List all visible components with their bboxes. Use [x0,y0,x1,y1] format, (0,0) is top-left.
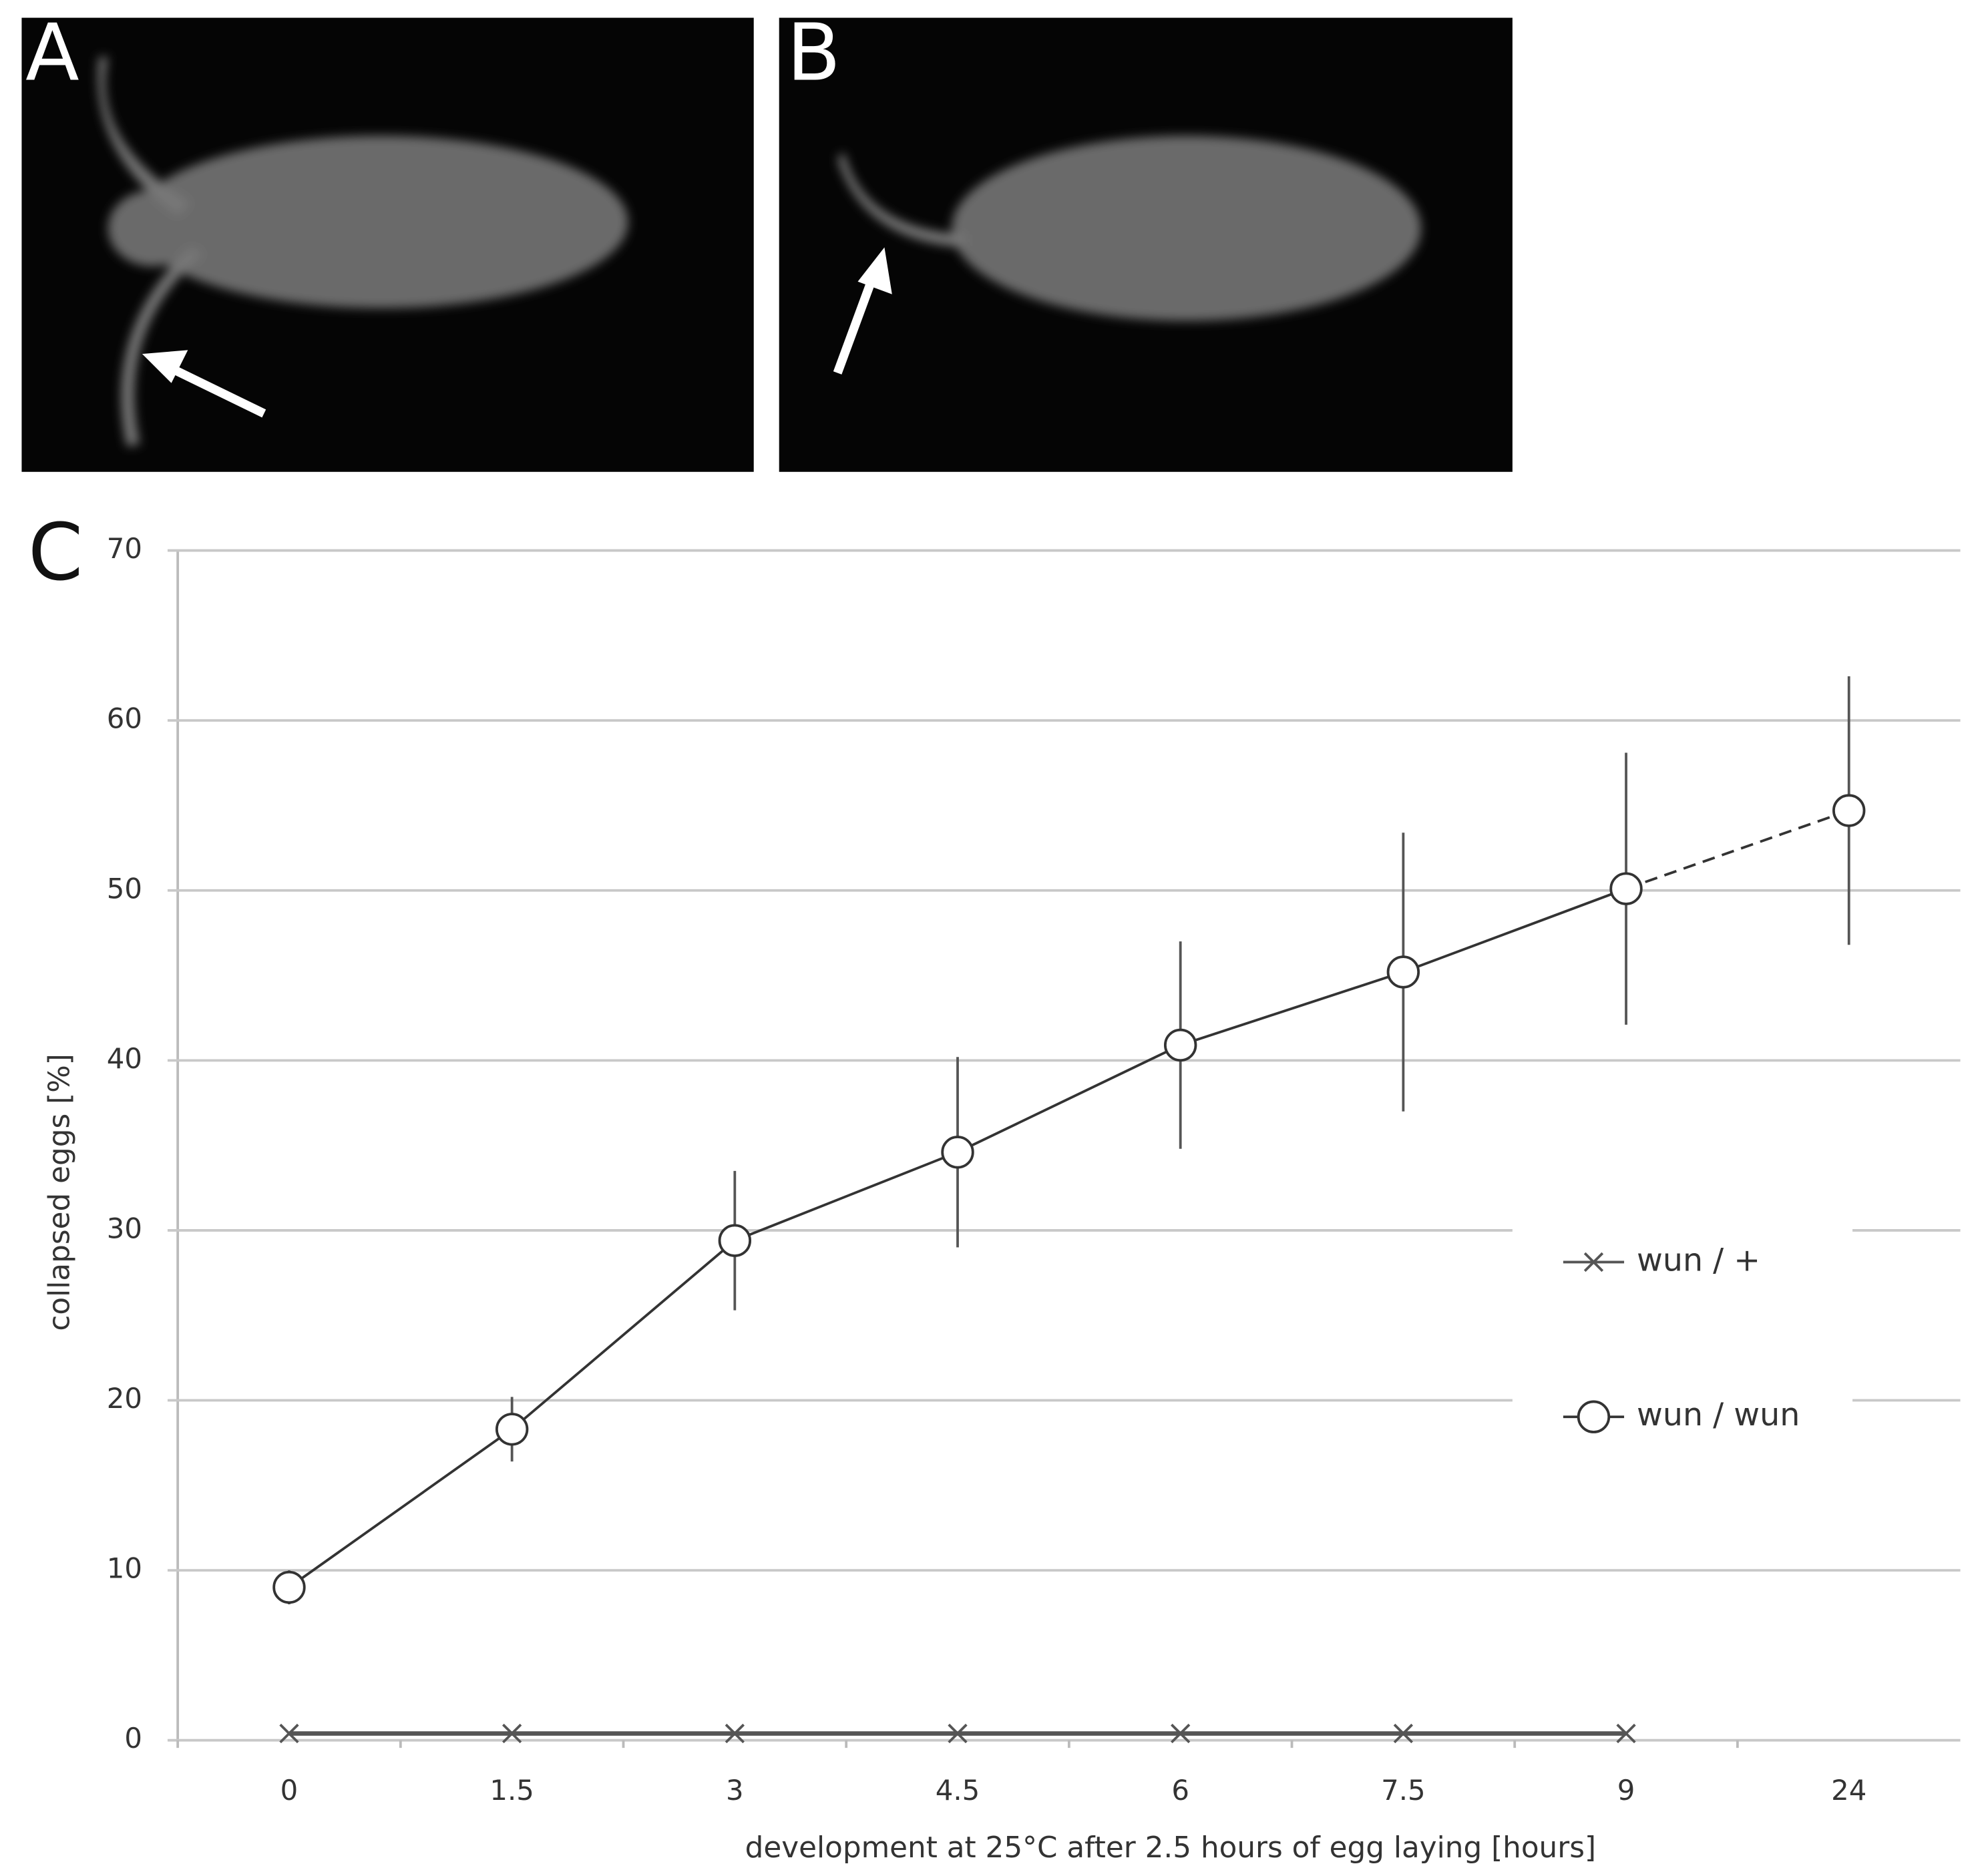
x-tick-label: 6 [1171,1774,1189,1807]
marker [1163,1028,1197,1062]
panel-label: C [28,507,83,598]
marker [718,1224,752,1257]
marker-stroke [279,1723,299,1744]
marker [272,1570,306,1604]
marker [725,1723,745,1744]
plot: 0 10 20 30 40 50 60 70 0 1.5 3 4.5 6 7.5 9 24 developmen… [42,532,1961,1865]
marker-stroke [1171,1723,1191,1744]
y-tick-label: 30 [107,1212,142,1244]
legend-background [1512,1202,1853,1451]
y-tick-label: 0 [124,1722,142,1754]
y-tick-label: 10 [107,1552,142,1585]
x-tick-label: 4.5 [936,1774,980,1807]
marker-stroke [1583,1252,1604,1272]
x-axis-label: development at 25°C after 2.5 hours of e… [745,1831,1596,1865]
photo-b [779,17,1513,472]
marker [1832,794,1866,827]
y-tick-label: 20 [107,1382,142,1415]
marker-stroke [1393,1723,1414,1744]
marker-stroke [948,1723,968,1744]
x-tick-label: 9 [1617,1774,1635,1807]
y-axis-label: collapsed eggs [%] [42,1053,76,1331]
marker [1609,872,1643,905]
legend-label: wun / + [1637,1242,1760,1278]
marker [502,1723,522,1744]
panel-label: A [25,7,79,99]
x-tick-label: 1.5 [489,1774,534,1807]
y-tick-label: 60 [107,702,142,735]
x-tick-label: 7.5 [1381,1774,1425,1807]
marker [941,1136,974,1169]
marker [1171,1723,1191,1744]
y-tick-label: 40 [107,1042,142,1075]
marker [1583,1252,1604,1272]
marker [495,1413,529,1446]
x-tick-label: 0 [280,1774,299,1807]
marker [1393,1723,1414,1744]
y-tick-label: 50 [107,872,142,905]
marker [1577,1400,1611,1433]
marker [279,1723,299,1744]
marker-stroke [725,1723,745,1744]
marker-stroke [1616,1723,1636,1744]
legend-label: wun / wun [1637,1397,1800,1433]
marker [1616,1723,1636,1744]
marker-stroke [502,1723,522,1744]
line-dashed [1625,809,1850,890]
marker [1386,955,1420,989]
panel-label: B [787,7,841,99]
marker [948,1723,968,1744]
y-tick-label: 70 [107,532,142,565]
photo-a [21,17,754,472]
x-tick-label: 24 [1831,1774,1866,1807]
x-tick-label: 3 [726,1774,744,1807]
